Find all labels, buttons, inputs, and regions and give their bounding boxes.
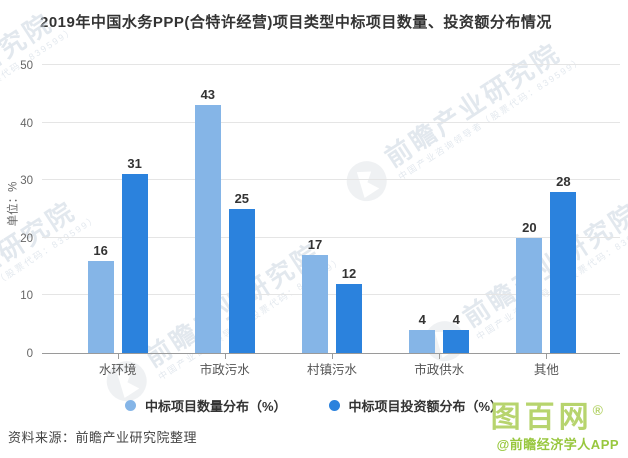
x-axis-tick bbox=[439, 354, 441, 359]
bar[interactable] bbox=[409, 329, 436, 353]
bar-group: 20 28 其他 bbox=[493, 65, 600, 377]
registered-mark-icon: ® bbox=[592, 402, 607, 418]
x-axis-tick bbox=[332, 354, 333, 359]
x-axis-tick bbox=[224, 354, 226, 359]
x-category-label: 村镇污水 bbox=[307, 363, 358, 377]
bar-with-label: 17 bbox=[302, 65, 328, 353]
bar-group: 17 12 村镇污水 bbox=[278, 65, 385, 377]
x-axis-tick bbox=[117, 354, 119, 359]
bar-with-label: 4 bbox=[409, 65, 436, 353]
bar-group: 16 31 水环境 bbox=[64, 65, 171, 377]
bar-value-label: 12 bbox=[341, 265, 357, 281]
bar-value-label: 20 bbox=[522, 219, 537, 235]
gridline bbox=[42, 64, 620, 65]
chart-title: 2019年中国水务PPP(合特许经营)项目类型中标项目数量、投资额分布情况 bbox=[40, 14, 552, 31]
x-category-label: 市政供水 bbox=[414, 363, 465, 377]
tubai-logo: 图百网® bbox=[491, 403, 607, 433]
bar-value-label: 28 bbox=[556, 173, 571, 189]
y-tick-label: 0 bbox=[26, 348, 33, 360]
bar-value-label: 31 bbox=[127, 156, 142, 172]
y-tick-label: 50 bbox=[20, 60, 33, 72]
gridline bbox=[42, 121, 620, 123]
tubai-logo-text: 图百网 bbox=[490, 401, 593, 434]
y-tick-label: 30 bbox=[20, 175, 33, 188]
gridline bbox=[42, 179, 620, 181]
bar-value-label: 25 bbox=[234, 191, 250, 206]
bar-value-label: 4 bbox=[452, 311, 460, 327]
bar-value-label: 16 bbox=[93, 242, 108, 258]
gridline bbox=[42, 294, 620, 296]
source-note: 资料来源：前瞻产业研究院整理 bbox=[8, 430, 198, 445]
bar-value-label: 17 bbox=[307, 237, 323, 253]
bar-value-label: 43 bbox=[200, 87, 216, 103]
legend-label: 中标项目投资额分布（%） bbox=[348, 399, 504, 414]
y-axis-title: 单位：% bbox=[7, 181, 20, 227]
bar-with-label: 20 bbox=[516, 65, 543, 353]
bar-with-label: 43 bbox=[194, 65, 221, 353]
bar[interactable] bbox=[516, 237, 543, 353]
x-category-label: 其他 bbox=[533, 363, 559, 377]
bar-with-label: 31 bbox=[121, 65, 148, 353]
x-category-label: 市政污水 bbox=[199, 363, 250, 377]
bar-with-label: 4 bbox=[443, 65, 470, 353]
legend-dot-icon bbox=[124, 400, 136, 411]
bar-group: 4 4 市政供水 bbox=[386, 65, 493, 377]
bar-with-label: 25 bbox=[228, 65, 255, 353]
bar-with-label: 12 bbox=[336, 65, 362, 353]
bar-value-label: 4 bbox=[418, 311, 426, 327]
bar[interactable] bbox=[443, 329, 470, 353]
y-tick-label: 20 bbox=[20, 232, 33, 245]
bar[interactable] bbox=[87, 260, 114, 353]
gridline bbox=[42, 236, 620, 238]
plot-area: 0 10 20 30 40 50 16 31 水环境 43 25 市政污水 17 12 村镇污水 4 4 市政供水… bbox=[20, 60, 620, 377]
x-axis-tick bbox=[546, 354, 548, 359]
bar[interactable] bbox=[550, 191, 577, 353]
bar[interactable] bbox=[194, 105, 221, 353]
bar[interactable] bbox=[121, 174, 148, 353]
bar[interactable] bbox=[302, 255, 328, 353]
bar-with-label: 16 bbox=[87, 65, 114, 353]
bar[interactable] bbox=[336, 283, 362, 353]
brand-watermark: 图百网® @前瞻经济学人APP bbox=[491, 403, 625, 453]
x-category-label: 水环境 bbox=[98, 363, 137, 377]
y-tick-label: 10 bbox=[20, 290, 33, 303]
bar-with-label: 28 bbox=[550, 65, 577, 353]
legend-label: 中标项目数量分布（%） bbox=[144, 399, 287, 414]
legend-item[interactable]: 中标项目投资额分布（%） bbox=[328, 396, 504, 415]
bar[interactable] bbox=[228, 209, 255, 353]
bar-group: 43 25 市政污水 bbox=[171, 65, 278, 377]
bar-groups: 16 31 水环境 43 25 市政污水 17 12 村镇污水 4 4 市政供水 20 28 其他 bbox=[64, 65, 600, 377]
y-tick-label: 40 bbox=[20, 117, 33, 130]
legend-dot-icon bbox=[328, 400, 340, 411]
brand-app-handle: @前瞻经济学人APP bbox=[496, 437, 620, 452]
legend-item[interactable]: 中标项目数量分布（%） bbox=[124, 396, 287, 415]
legend: 中标项目数量分布（%） 中标项目投资额分布（%） bbox=[0, 396, 628, 415]
